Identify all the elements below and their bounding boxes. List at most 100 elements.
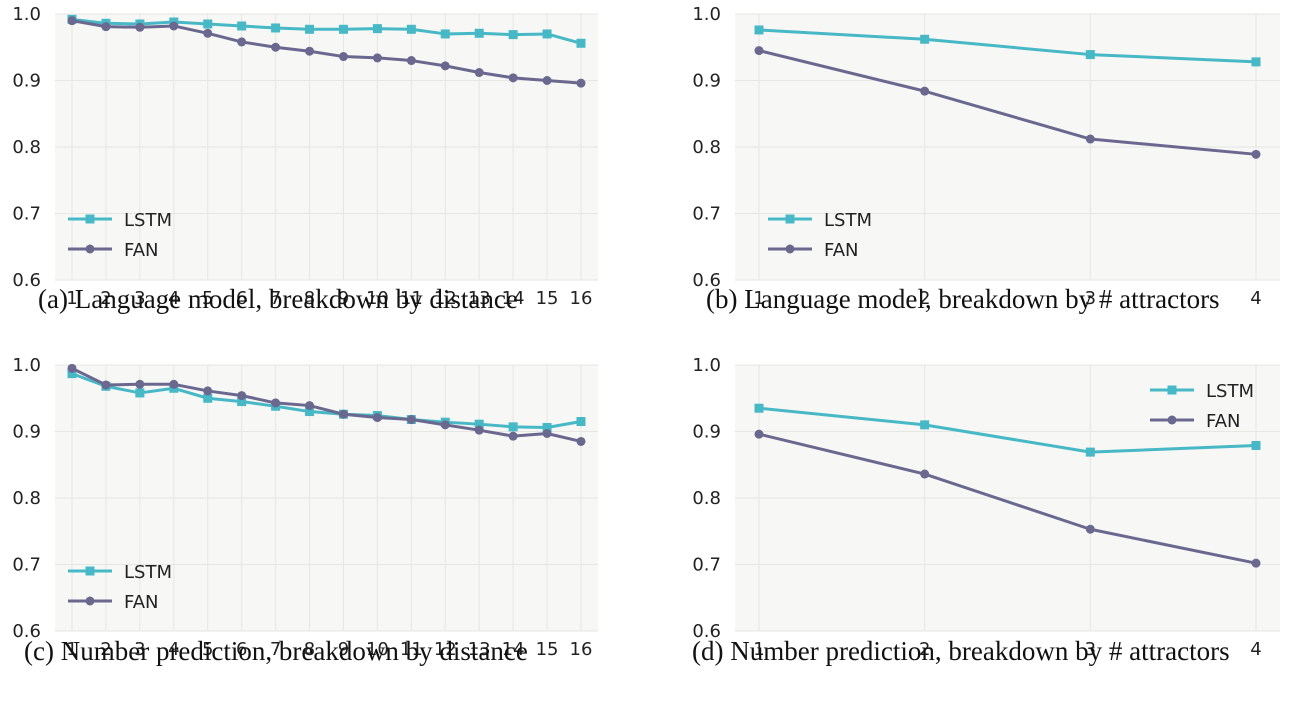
data-point-lstm: [406, 24, 416, 34]
data-point-fan: [1085, 134, 1095, 144]
legend-label-fan: FAN: [824, 240, 858, 261]
x-tick-label: 4: [1250, 288, 1261, 309]
data-point-fan: [754, 429, 764, 439]
legend-label-lstm: LSTM: [124, 562, 172, 583]
data-point-lstm: [237, 21, 247, 31]
series-line-lstm: [758, 406, 1257, 454]
x-tick-label: 2: [100, 288, 111, 309]
data-point-lstm: [920, 420, 930, 430]
data-point-lstm: [271, 23, 281, 33]
data-point-fan: [169, 379, 179, 389]
data-point-lstm: [754, 25, 764, 35]
data-point-fan: [135, 22, 145, 32]
y-tick-label: 1.0: [12, 4, 41, 25]
data-point-fan: [169, 21, 179, 31]
x-tick-label: 16: [570, 639, 593, 660]
data-point-fan: [754, 46, 764, 56]
y-tick-label: 0.6: [12, 270, 41, 291]
data-point-lstm: [474, 419, 484, 429]
y-tick-label: 0.8: [12, 488, 41, 509]
x-tick-label: 3: [1085, 288, 1096, 309]
x-tick-label: 8: [304, 639, 315, 660]
data-point-lstm: [508, 422, 518, 432]
data-point-fan: [576, 436, 586, 446]
data-point-fan: [440, 420, 450, 430]
x-tick-label: 7: [270, 288, 281, 309]
data-point-lstm: [576, 38, 586, 48]
legend-label-fan: FAN: [124, 592, 158, 613]
y-tick-label: 0.9: [692, 71, 721, 92]
y-tick-label: 0.8: [692, 137, 721, 158]
x-tick-label: 1: [66, 639, 77, 660]
x-tick-label: 10: [366, 288, 389, 309]
data-point-fan: [1251, 149, 1261, 159]
x-tick-label: 11: [400, 288, 423, 309]
data-point-lstm: [203, 19, 213, 29]
data-point-lstm: [1085, 447, 1095, 457]
x-tick-label: 10: [366, 639, 389, 660]
x-tick-label: 1: [66, 288, 77, 309]
y-tick-label: 0.9: [12, 422, 41, 443]
y-tick-label: 0.6: [12, 621, 41, 642]
data-point-lstm: [754, 403, 764, 413]
x-tick-label: 1: [753, 639, 764, 660]
y-tick-label: 0.8: [692, 488, 721, 509]
data-point-fan: [305, 46, 315, 56]
x-tick-label: 12: [434, 639, 457, 660]
series-line-lstm: [758, 28, 1257, 64]
chart-a: 0.60.70.80.91.01 2 3 4 5 6 7 8 9 10 11 12 13 14 15 16LS…: [12, 4, 598, 309]
caption-b: (b) Language model, breakdown by # attra…: [706, 284, 1220, 314]
x-tick-label: 13: [468, 639, 491, 660]
series-line-lstm: [71, 372, 582, 430]
data-point-fan: [67, 363, 77, 373]
data-point-lstm: [203, 393, 213, 403]
x-tick-label: 4: [168, 288, 179, 309]
x-tick-label: 3: [134, 639, 145, 660]
x-tick-label: 12: [434, 288, 457, 309]
data-point-lstm: [372, 24, 382, 34]
data-point-fan: [101, 22, 111, 32]
x-tick-label: 6: [236, 639, 247, 660]
data-point-lstm: [440, 29, 450, 39]
legend-marker-fan: [85, 244, 95, 254]
data-point-fan: [920, 86, 930, 96]
data-point-fan: [406, 56, 416, 66]
x-tick-label: 9: [338, 288, 349, 309]
data-point-lstm: [305, 24, 315, 34]
data-point-fan: [1085, 524, 1095, 534]
data-point-fan: [440, 61, 450, 71]
data-point-fan: [237, 391, 247, 401]
x-tick-label: 4: [168, 639, 179, 660]
data-point-fan: [406, 415, 416, 425]
data-point-lstm: [237, 397, 247, 407]
x-tick-label: 3: [134, 288, 145, 309]
data-point-lstm: [542, 423, 552, 433]
y-tick-label: 1.0: [692, 355, 721, 376]
data-point-fan: [135, 379, 145, 389]
y-tick-label: 0.9: [692, 422, 721, 443]
data-point-fan: [474, 425, 484, 435]
data-point-fan: [203, 28, 213, 38]
data-point-fan: [372, 413, 382, 423]
y-tick-label: 0.9: [12, 71, 41, 92]
y-tick-label: 0.7: [12, 555, 41, 576]
legend-marker-lstm: [85, 566, 95, 576]
data-point-fan: [576, 78, 586, 88]
chart-panel-b: 0.6 0.7 0.8 0.9 1.0 1 2 3 4 LSTM FAN (b) Language …: [650, 0, 1298, 350]
legend-marker-fan: [85, 596, 95, 606]
data-point-fan: [542, 428, 552, 438]
x-tick-label: 4: [1250, 639, 1261, 660]
x-tick-label: 2: [100, 639, 111, 660]
series-line-fan: [71, 366, 582, 443]
data-point-lstm: [1251, 57, 1261, 67]
data-point-fan: [372, 53, 382, 63]
legend-label-lstm: LSTM: [124, 210, 172, 231]
data-point-lstm: [920, 34, 930, 44]
y-tick-label: 0.7: [692, 555, 721, 576]
caption-a: (a) Language model, breakdown by distanc…: [38, 284, 518, 314]
data-point-fan: [271, 398, 281, 408]
chart-panel-c: 0.6 0.7 0.8 0.9 1.0 1 2 3 4 5 6 7 8 9 10 11 12 13 14 15 16 LS…: [0, 352, 648, 702]
legend-label-fan: FAN: [1206, 411, 1240, 432]
y-tick-label: 1.0: [692, 4, 721, 25]
legend-marker-lstm: [85, 214, 95, 224]
